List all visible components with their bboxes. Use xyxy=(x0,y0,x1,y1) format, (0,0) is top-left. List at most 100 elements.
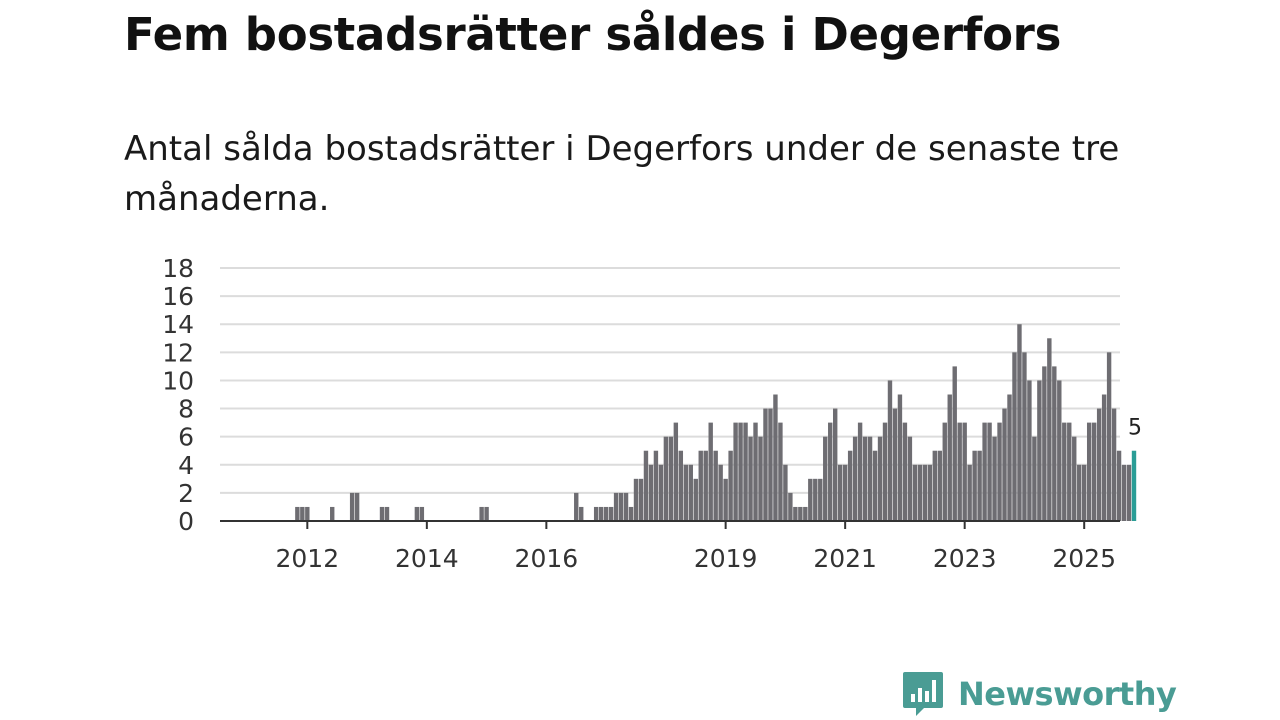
chart-title: Fem bostadsrätter såldes i Degerfors xyxy=(124,8,1062,61)
brand-logo[interactable]: Newsworthy xyxy=(902,670,1177,718)
bar xyxy=(788,492,793,521)
bar xyxy=(1106,352,1112,521)
x-tick-label: 2021 xyxy=(813,544,877,573)
bar xyxy=(658,464,664,521)
bar xyxy=(882,422,888,521)
last-value-label: 5 xyxy=(1128,416,1142,441)
bar xyxy=(653,450,659,521)
bar xyxy=(484,506,489,521)
bar xyxy=(1067,422,1072,521)
bar xyxy=(982,422,987,521)
bar xyxy=(693,478,698,521)
bar xyxy=(668,436,674,521)
bar xyxy=(708,422,713,521)
bar xyxy=(917,464,923,521)
bar xyxy=(997,422,1002,521)
bar xyxy=(813,478,818,521)
bar xyxy=(857,422,863,521)
bar xyxy=(603,506,609,521)
bar xyxy=(1091,422,1097,521)
chart-subtitle: Antal sålda bostadsrätter i Degerfors un… xyxy=(124,129,1120,219)
bar xyxy=(1032,436,1037,521)
bar xyxy=(683,464,688,521)
bar xyxy=(972,450,977,521)
bar xyxy=(379,506,385,521)
bar xyxy=(877,436,883,521)
bar xyxy=(912,464,918,521)
bar xyxy=(867,436,873,521)
bar xyxy=(1077,464,1082,521)
bar xyxy=(927,464,933,521)
y-tick-label: 0 xyxy=(178,507,194,536)
bar xyxy=(748,436,753,521)
x-tick-label: 2012 xyxy=(276,544,340,573)
bar xyxy=(837,464,843,521)
bar xyxy=(1086,422,1092,521)
x-tick-label: 2023 xyxy=(933,544,997,573)
bar xyxy=(733,422,738,521)
bar xyxy=(623,492,629,521)
bar xyxy=(305,506,310,521)
bar xyxy=(818,478,823,521)
bar xyxy=(1082,464,1087,521)
bar xyxy=(354,492,360,521)
x-tick-label: 2016 xyxy=(515,544,579,573)
y-tick-label: 18 xyxy=(162,254,194,283)
bar xyxy=(942,422,947,521)
newsworthy-logo-icon xyxy=(903,672,943,716)
bar xyxy=(613,492,619,521)
bar xyxy=(688,464,693,521)
bar xyxy=(1062,422,1067,521)
bar xyxy=(1111,408,1117,521)
bar xyxy=(778,422,783,521)
y-tick-label: 6 xyxy=(178,423,194,452)
bar xyxy=(718,464,723,521)
y-tick-label: 16 xyxy=(162,282,194,311)
bar xyxy=(349,492,355,521)
bar xyxy=(773,394,778,521)
bar xyxy=(872,450,878,521)
bar xyxy=(987,422,992,521)
y-tick-label: 4 xyxy=(178,451,194,480)
bar xyxy=(962,422,967,521)
x-tick-label: 2025 xyxy=(1052,544,1116,573)
bar xyxy=(723,478,728,521)
bar xyxy=(419,506,425,521)
bar xyxy=(1096,408,1102,521)
bar xyxy=(1017,324,1022,521)
bar xyxy=(1007,394,1012,521)
bar xyxy=(808,478,813,521)
bar xyxy=(479,506,484,521)
bar xyxy=(574,492,579,521)
y-tick-label: 12 xyxy=(162,338,194,367)
bar xyxy=(828,422,833,521)
bar xyxy=(638,478,644,521)
y-tick-label: 2 xyxy=(178,479,194,508)
bar xyxy=(698,450,703,521)
bar xyxy=(678,450,684,521)
bar xyxy=(823,436,828,521)
bar xyxy=(1057,380,1062,521)
bar xyxy=(803,506,808,521)
x-tick-label: 2014 xyxy=(395,544,459,573)
bar xyxy=(992,436,997,521)
bar xyxy=(608,506,614,521)
bar xyxy=(892,408,898,521)
bar xyxy=(728,450,733,521)
bar xyxy=(1052,366,1057,521)
bar xyxy=(1047,338,1052,521)
bar xyxy=(673,422,679,521)
bar xyxy=(798,506,803,521)
bar xyxy=(1037,380,1042,521)
bar xyxy=(793,506,798,521)
bar xyxy=(932,450,937,521)
bar xyxy=(643,450,649,521)
brand-name: Newsworthy xyxy=(958,675,1177,713)
bar xyxy=(593,506,599,521)
bar xyxy=(1121,464,1127,521)
bar xyxy=(648,464,654,521)
bar xyxy=(907,436,913,521)
bar xyxy=(967,464,972,521)
bar xyxy=(1027,380,1032,521)
